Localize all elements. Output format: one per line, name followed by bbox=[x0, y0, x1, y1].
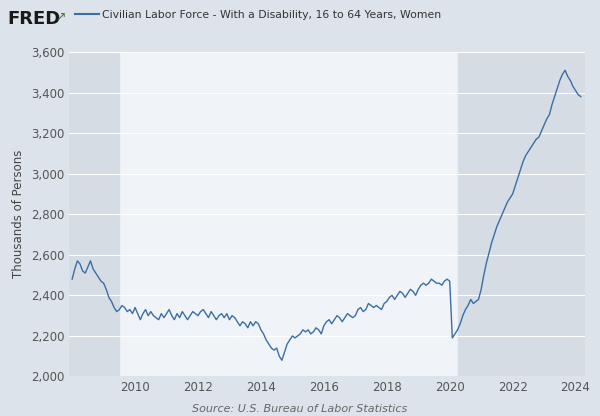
Bar bbox=[69, 52, 119, 376]
Text: ↗: ↗ bbox=[55, 10, 65, 23]
Bar bbox=[458, 52, 591, 376]
Y-axis label: Thousands of Persons: Thousands of Persons bbox=[12, 150, 25, 278]
Text: Source: U.S. Bureau of Labor Statistics: Source: U.S. Bureau of Labor Statistics bbox=[193, 404, 407, 414]
Text: FRED: FRED bbox=[7, 10, 61, 28]
Text: Civilian Labor Force - With a Disability, 16 to 64 Years, Women: Civilian Labor Force - With a Disability… bbox=[102, 10, 441, 20]
